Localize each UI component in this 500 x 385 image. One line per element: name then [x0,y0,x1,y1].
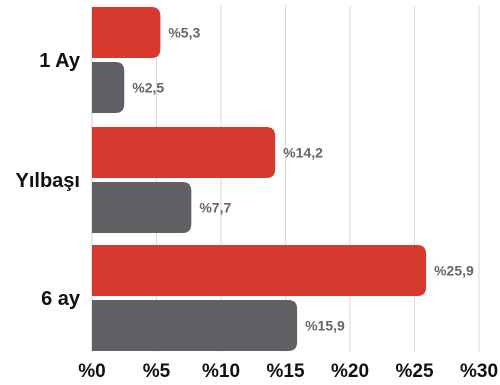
x-axis-tick-labels: %0 %5 %10 %15 %20 %25 %30 [78,361,498,382]
data-label-1-series-2: %2,5 [132,80,164,96]
x-tick-label-20: %20 [331,361,369,382]
bar-2-series-2 [92,182,192,233]
bar-3-series-1 [92,245,427,296]
category-label-3: 6 ay [41,288,81,310]
x-tick-label-10: %10 [202,361,240,382]
bar-1-series-1 [92,7,161,58]
x-tick-label-30: %30 [460,361,498,382]
data-label-2-series-2: %7,7 [199,200,231,216]
bar-2-series-1 [92,127,276,178]
x-tick-label-5: %5 [143,361,171,382]
data-label-3-series-1: %25,9 [434,263,474,279]
x-tick-label-0: %0 [78,361,105,382]
data-label-2-series-1: %14,2 [283,145,323,161]
category-label-2: Yılbaşı [16,170,80,192]
category-label-1: 1 Ay [39,50,81,72]
x-tick-label-15: %15 [266,361,304,382]
bars: %5,3 %2,5 %14,2 %7,7 %25,9 %15,9 [92,7,474,351]
data-label-1-series-1: %5,3 [168,25,200,41]
category-labels: 1 Ay Yılbaşı 6 ay [16,50,81,310]
bar-3-series-2 [92,300,298,351]
data-label-3-series-2: %15,9 [305,318,345,334]
bar-1-series-2 [92,62,125,113]
gridlines [91,6,480,352]
x-tick-label-25: %25 [395,361,433,382]
